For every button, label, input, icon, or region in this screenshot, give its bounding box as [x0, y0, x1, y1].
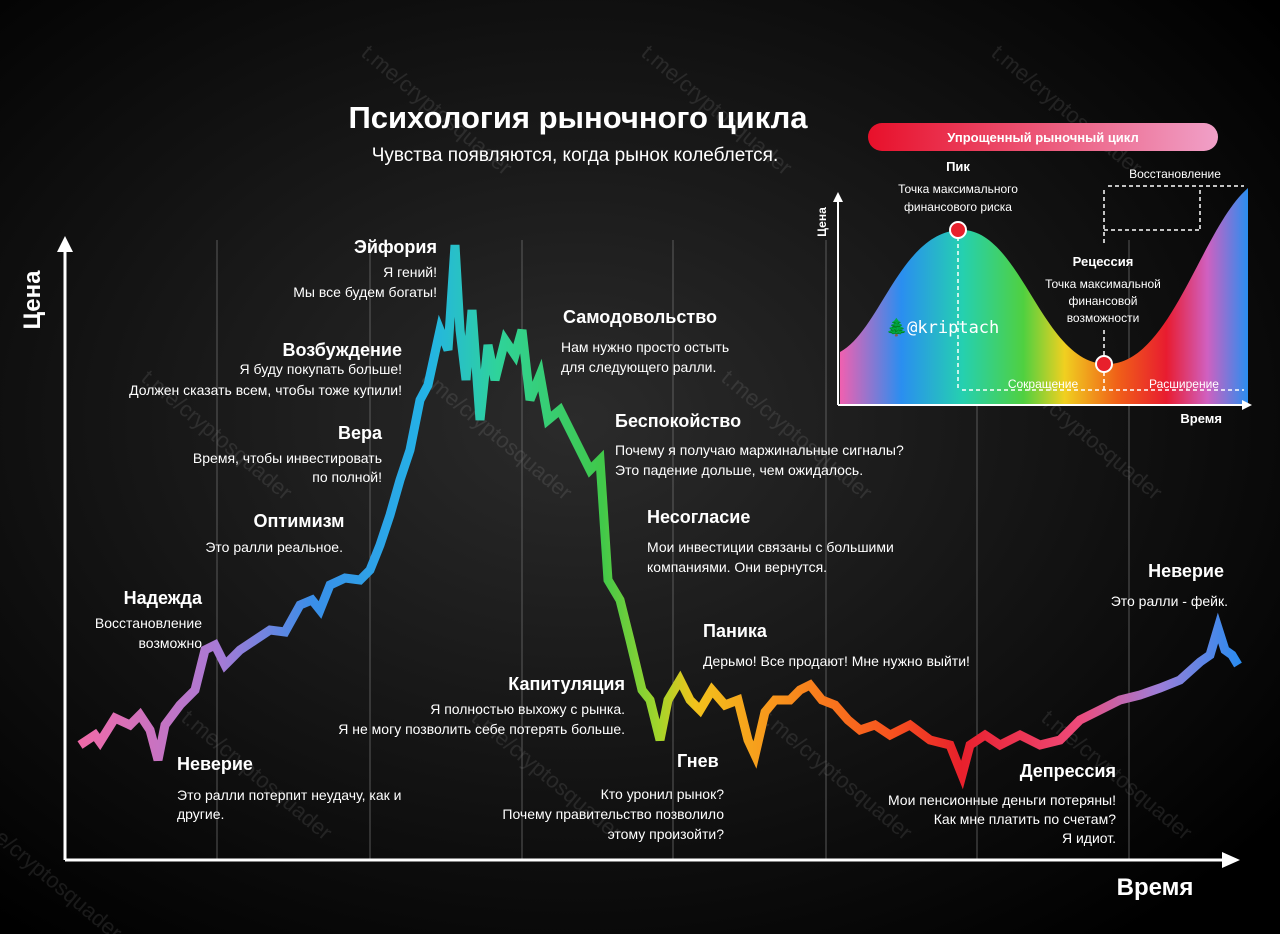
recession-text: возможности	[1067, 311, 1140, 325]
stage-text: Мои инвестиции связаны с большими	[647, 539, 894, 555]
stage-text: Это падение дольше, чем ожидалось.	[615, 462, 863, 478]
axes	[57, 236, 1240, 868]
inset-y-label: Цена	[815, 207, 829, 237]
inset-title: Упрощенный рыночный цикл	[947, 130, 1138, 145]
recession-text: Точка максимальной	[1045, 277, 1161, 291]
recession-text: финансовой	[1069, 294, 1138, 308]
stage-text: Это ралли реальное.	[205, 539, 343, 555]
stage-title: Надежда	[124, 588, 203, 608]
stage-title: Капитуляция	[508, 674, 625, 694]
inset-title-bar	[868, 123, 1218, 151]
stage-title: Депрессия	[1020, 761, 1116, 781]
stage-text: для следующего ралли.	[561, 359, 716, 375]
stage-text: Должен сказать всем, чтобы тоже купили!	[129, 382, 402, 398]
stage-text: Время, чтобы инвестировать	[193, 450, 382, 466]
stage-text: Кто уронил рынок?	[601, 786, 725, 802]
peak-dot	[949, 221, 967, 239]
stage-title: Самодовольство	[563, 307, 717, 327]
stage-text: Я гений!	[383, 264, 437, 280]
stage-text: Нам нужно просто остыть	[561, 339, 729, 355]
stage-text: Почему я получаю маржинальные сигналы?	[615, 442, 904, 458]
stage-text: другие.	[177, 806, 224, 822]
peak-text: Точка максимального	[898, 182, 1018, 196]
inset: Упрощенный рыночный цикл Цена Время Пик …	[815, 123, 1252, 426]
contraction-label: Сокращение	[1008, 377, 1079, 391]
recession-title: Рецессия	[1073, 254, 1134, 269]
stage-title: Паника	[703, 621, 768, 641]
stage-title: Несогласие	[647, 507, 750, 527]
stage-title: Неверие	[177, 754, 253, 774]
stage-text: компаниями. Они вернутся.	[647, 559, 827, 575]
stage-text: Мы все будем богаты!	[293, 284, 437, 300]
stage-text: Почему правительство позволило	[502, 806, 724, 822]
stage-title: Неверие	[1148, 561, 1224, 581]
inset-curve	[840, 188, 1248, 405]
stage-text: Восстановление	[95, 615, 202, 631]
stage-text: Это ралли - фейк.	[1111, 593, 1228, 609]
stage-title: Эйфория	[354, 237, 437, 257]
trough-dot	[1095, 355, 1113, 373]
stage-text: Как мне платить по счетам?	[934, 811, 1116, 827]
subtitle: Чувства появляются, когда рынок колеблет…	[372, 145, 779, 166]
stage-text: Дерьмо! Все продают! Мне нужно выйти!	[703, 653, 970, 669]
peak-title: Пик	[946, 159, 970, 174]
stage-title: Оптимизм	[254, 511, 345, 531]
stage-text: Я идиот.	[1062, 830, 1116, 846]
price-line	[77, 244, 1242, 790]
peak-text: финансового риска	[904, 200, 1012, 214]
stage-text: Мои пенсионные деньги потеряны!	[888, 792, 1116, 808]
stage-text: Это ралли потерпит неудачу, как и	[177, 787, 401, 803]
stage-title: Вера	[338, 423, 383, 443]
stage-text: Я полностью выхожу с рынка.	[430, 701, 625, 717]
y-axis-label: Цена	[19, 270, 46, 330]
stage-text: этому произойти?	[608, 826, 725, 842]
stage-text: Я не могу позволить себе потерять больше…	[338, 721, 625, 737]
stage-title: Гнев	[677, 751, 719, 771]
stage-text: по полной!	[312, 469, 382, 485]
stage-title: Беспокойство	[615, 411, 741, 431]
inset-x-label: Время	[1180, 411, 1222, 426]
stage-title: Возбуждение	[282, 340, 402, 360]
title: Психология рыночного цикла	[348, 100, 808, 135]
expansion-label: Расширение	[1149, 377, 1219, 391]
stage-text: возможно	[139, 635, 203, 651]
stage-text: Я буду покупать больше!	[240, 361, 402, 377]
credit: 🌲@kriptach	[886, 317, 999, 338]
recovery-label: Восстановление	[1129, 167, 1221, 181]
x-axis-label: Время	[1117, 874, 1194, 901]
